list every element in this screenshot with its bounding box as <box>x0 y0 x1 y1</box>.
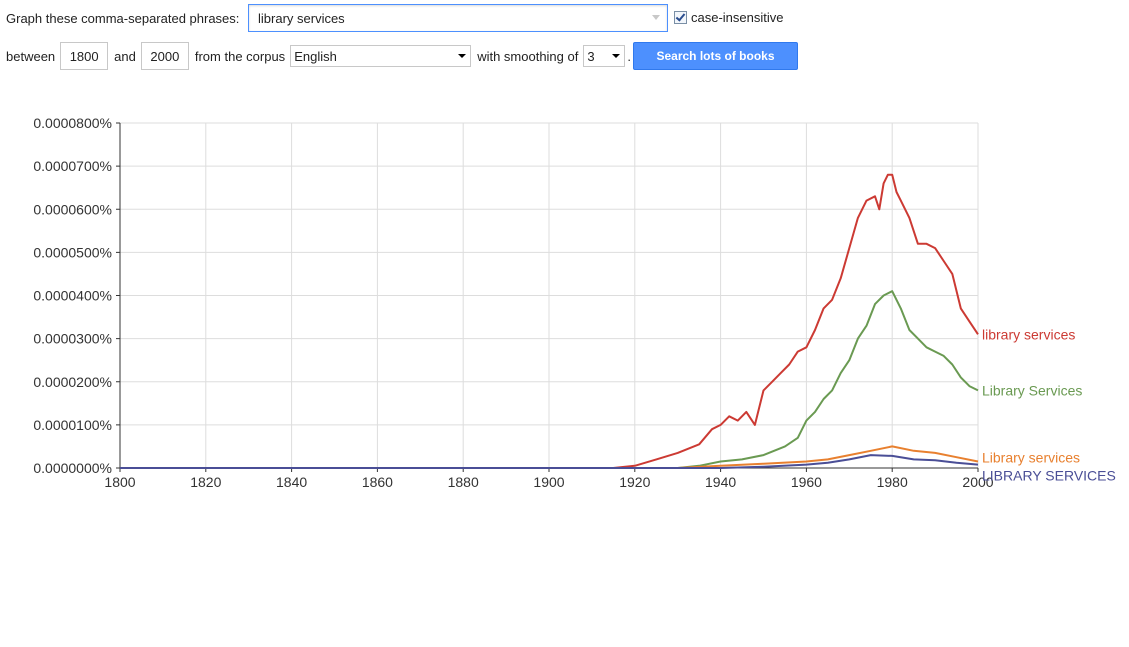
range-row: between and from the corpus English with… <box>6 42 631 70</box>
x-tick-label: 1940 <box>705 474 736 490</box>
phrases-label: Graph these comma-separated phrases: <box>6 10 240 26</box>
x-tick-label: 1960 <box>791 474 822 490</box>
x-tick-label: 1800 <box>104 474 135 490</box>
between-label: between <box>6 48 56 64</box>
series-label[interactable]: Library Services <box>982 382 1082 398</box>
x-tick-label: 1840 <box>276 474 307 490</box>
year-start-input[interactable] <box>60 42 109 70</box>
series-label[interactable]: Library services <box>982 450 1080 466</box>
y-tick-label: 0.0000400% <box>33 288 112 304</box>
x-tick-label: 2000 <box>962 474 993 490</box>
dropdown-arrow-icon[interactable] <box>652 15 660 20</box>
series-line[interactable] <box>120 290 979 469</box>
smoothing-value: 3 <box>587 48 595 64</box>
chart-series <box>120 173 979 469</box>
y-tick-label: 0.0000200% <box>33 374 112 390</box>
corpus-value: English <box>294 48 337 64</box>
y-tick-label: 0.0000300% <box>33 331 112 347</box>
series-line[interactable] <box>120 445 979 469</box>
x-tick-label: 1820 <box>190 474 221 490</box>
y-tick-label: 0.0000700% <box>33 158 112 174</box>
y-tick-label: 0.0000800% <box>33 115 112 131</box>
case-insensitive-option[interactable]: case-insensitive <box>674 10 784 25</box>
corpus-label: from the corpus <box>194 48 286 64</box>
x-tick-label: 1920 <box>619 474 650 490</box>
chart-grid <box>120 122 979 468</box>
y-tick-label: 0.0000500% <box>33 244 112 260</box>
corpus-select[interactable]: English <box>290 45 472 67</box>
query-box[interactable] <box>248 4 668 32</box>
year-end-input[interactable] <box>140 42 189 70</box>
smoothing-label: with smoothing of <box>477 48 579 64</box>
corpus-dropdown-arrow-icon <box>458 54 467 58</box>
smoothing-select[interactable]: 3 <box>583 45 626 67</box>
series-label[interactable]: LIBRARY SERVICES <box>982 468 1116 484</box>
case-insensitive-checkbox[interactable] <box>674 11 687 24</box>
query-input[interactable] <box>249 5 639 31</box>
x-tick-label: 1880 <box>448 474 479 490</box>
smoothing-dropdown-arrow-icon <box>612 54 621 58</box>
search-button[interactable]: Search lots of books <box>633 42 798 70</box>
x-tick-label: 1980 <box>877 474 908 490</box>
series-line[interactable] <box>120 454 979 469</box>
case-insensitive-label: case-insensitive <box>691 10 784 25</box>
series-line[interactable] <box>120 173 979 469</box>
y-tick-label: 0.0000000% <box>33 460 112 476</box>
period: . <box>627 48 631 64</box>
y-tick-label: 0.0000600% <box>33 201 112 217</box>
x-tick-label: 1860 <box>362 474 393 490</box>
chart-axes: 1800 1820 1840 1860 1880 1900 1920 1940 1960 1980… <box>33 115 993 490</box>
y-tick-label: 0.0000100% <box>33 417 112 433</box>
x-tick-label: 1900 <box>533 474 564 490</box>
and-label: and <box>114 48 136 64</box>
chart-series-labels: library services Library Services Library … <box>982 326 1116 483</box>
series-label[interactable]: library services <box>982 326 1075 342</box>
phrases-row: Graph these comma-separated phrases: <box>6 5 249 31</box>
